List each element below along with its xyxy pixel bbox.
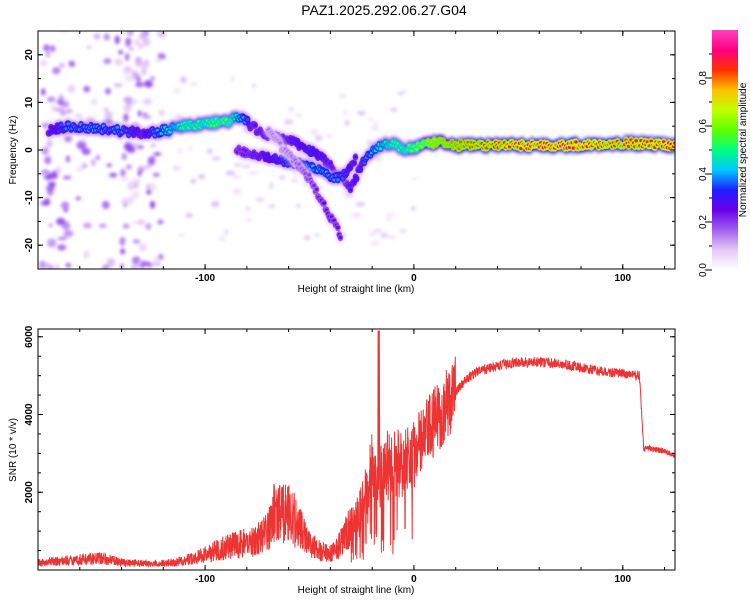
ridge-lower-trace	[232, 142, 360, 186]
colorbar-tick-label: 0.6	[698, 119, 709, 133]
spectrogram-x-axis-label: Height of straight line (km)	[298, 284, 415, 295]
colorbar-gradient	[712, 30, 738, 270]
spectrogram-y-tick-label: 0	[24, 147, 35, 153]
snr-frame	[37, 328, 676, 571]
snr-series-line	[38, 330, 675, 568]
chart-title: PAZ1.2025.292.06.27.G04	[301, 2, 467, 18]
colorbar-tick-label: 0.0	[698, 263, 709, 277]
snr-x-tick-label: 100	[614, 574, 631, 585]
spectrogram-y-tick-label: 20	[24, 49, 35, 61]
ridge-spur-trace	[263, 123, 345, 244]
snr-y-tick-label: 6000	[24, 325, 35, 348]
snr-y-tick-label: 2000	[24, 481, 35, 504]
colorbar-tick-label: 0.8	[698, 71, 709, 85]
colorbar-tick-label: 0.4	[698, 167, 709, 181]
spectrogram-x-tick-label: 0	[411, 273, 417, 284]
snr-panel: -100 0 100 2000 4000 6000 Height of straight …	[8, 325, 676, 596]
spectrogram-y-axis-label: Frequency (Hz)	[8, 116, 19, 185]
snr-x-tick-label: 0	[411, 574, 417, 585]
spectrogram-heatmap	[38, 31, 675, 269]
spectrogram-noise	[38, 31, 419, 269]
spectrogram-y-tick-label: -10	[24, 190, 35, 205]
spectrogram-y-tick-label: -20	[24, 238, 35, 253]
colorbar-label: Normalized spectral amplitude	[738, 82, 749, 217]
ridge-main-trace	[44, 109, 675, 196]
spectrogram-x-tick-label: -100	[195, 273, 215, 284]
colorbar-tick-label: 0.2	[698, 215, 709, 229]
spectrogram-y-tick-label: 10	[24, 96, 35, 108]
spectrogram-x-tick-label: 100	[614, 273, 631, 284]
snr-x-axis-label: Height of straight line (km)	[298, 585, 415, 596]
snr-x-tick-label: -100	[195, 574, 215, 585]
colorbar: 0.0 0.2 0.4 0.6 0.8 Normalized spectral ampl…	[698, 30, 749, 277]
snr-y-tick-label: 4000	[24, 403, 35, 426]
snr-ticks: -100 0 100 2000 4000 6000	[24, 325, 675, 585]
colorbar-ticks: 0.0 0.2 0.4 0.6 0.8	[698, 53, 712, 277]
snr-y-axis-label: SNR (10 * v/v)	[8, 418, 19, 482]
